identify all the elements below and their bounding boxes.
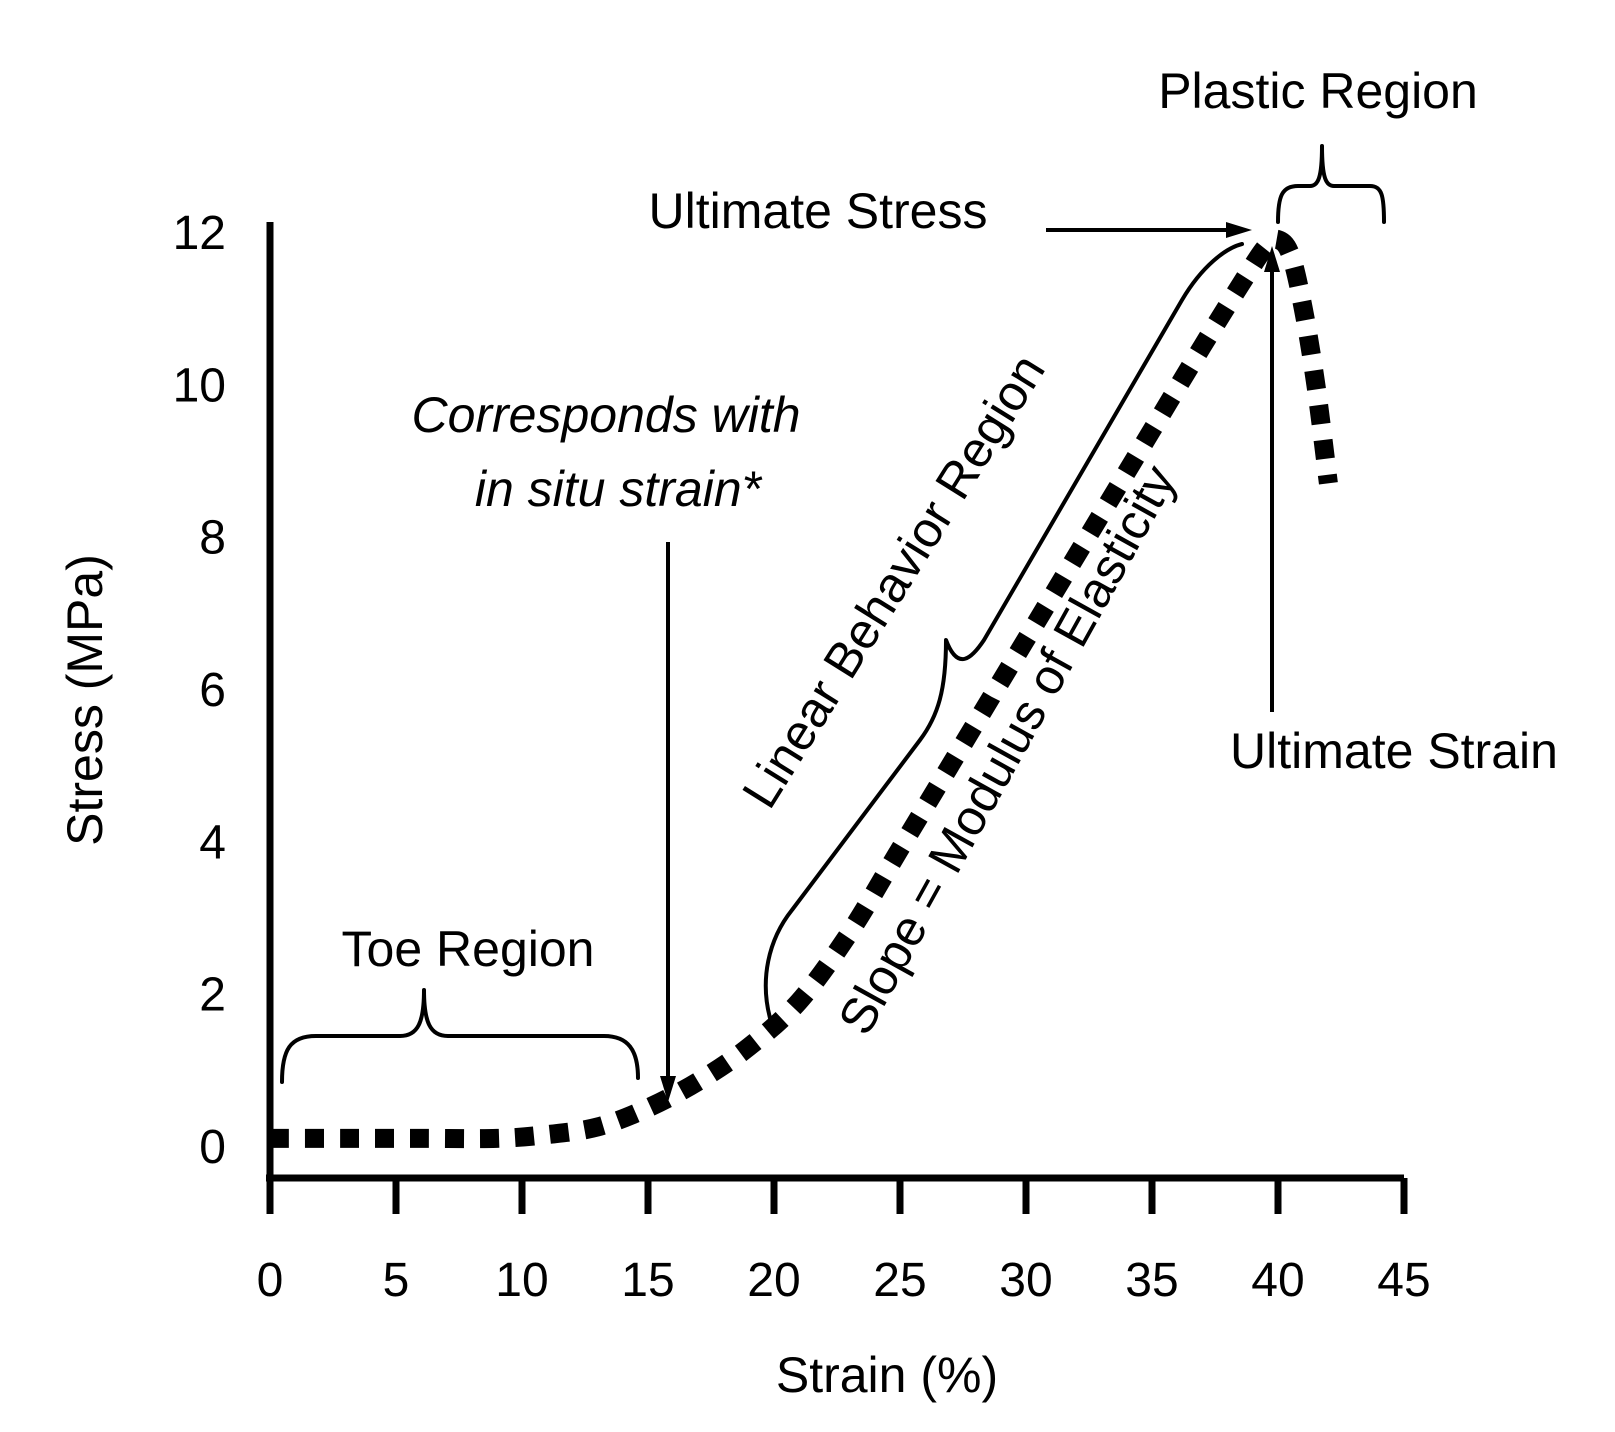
y-tick-label: 2 [199,969,226,1022]
ultimate-strain-arrowhead [1264,246,1280,272]
x-tick-label: 15 [621,1254,674,1307]
plastic-region-bracket [1276,144,1386,224]
ultimate-stress-arrowhead [1226,222,1252,238]
y-tick-label: 12 [173,207,226,260]
x-tick-label: 25 [873,1254,926,1307]
y-axis-title: Stress (MPa) [57,554,113,846]
series-layer [269,229,1338,1149]
y-tick-label: 4 [199,816,226,869]
stress-strain-curve [269,229,1338,1149]
x-axis-title: Strain (%) [776,1347,998,1403]
y-tick-label: 10 [173,359,226,412]
x-tick-label: 0 [257,1254,284,1307]
x-tick-label: 5 [383,1254,410,1307]
x-tick-label: 30 [999,1254,1052,1307]
y-tick-label: 6 [199,664,226,717]
ultimate-strain-label: Ultimate Strain [1230,723,1558,779]
x-tick-label: 10 [495,1254,548,1307]
plastic-region-label: Plastic Region [1158,63,1478,119]
x-tick-label: 40 [1251,1254,1304,1307]
x-tick-label: 45 [1377,1254,1430,1307]
x-tick-label: 20 [747,1254,800,1307]
x-tick-label: 35 [1125,1254,1178,1307]
corresponds-label-line2: in situ strain* [475,461,763,517]
linear-region-bracket [763,242,1244,1020]
toe-region-bracket [280,988,640,1084]
in-situ-strain-arrowhead [660,1076,676,1102]
ultimate-stress-label: Ultimate Stress [649,183,988,239]
ticks-layer: 0 5 10 15 20 25 30 35 40 45 0 2 4 6 8 10 12 [173,207,1431,1307]
y-tick-label: 0 [199,1121,226,1174]
toe-region-label: Toe Region [342,921,595,977]
slope-label: Slope = Modulus of Elasticity [827,456,1187,1043]
y-tick-label: 8 [199,512,226,565]
corresponds-label-line1: Corresponds with [411,387,800,443]
